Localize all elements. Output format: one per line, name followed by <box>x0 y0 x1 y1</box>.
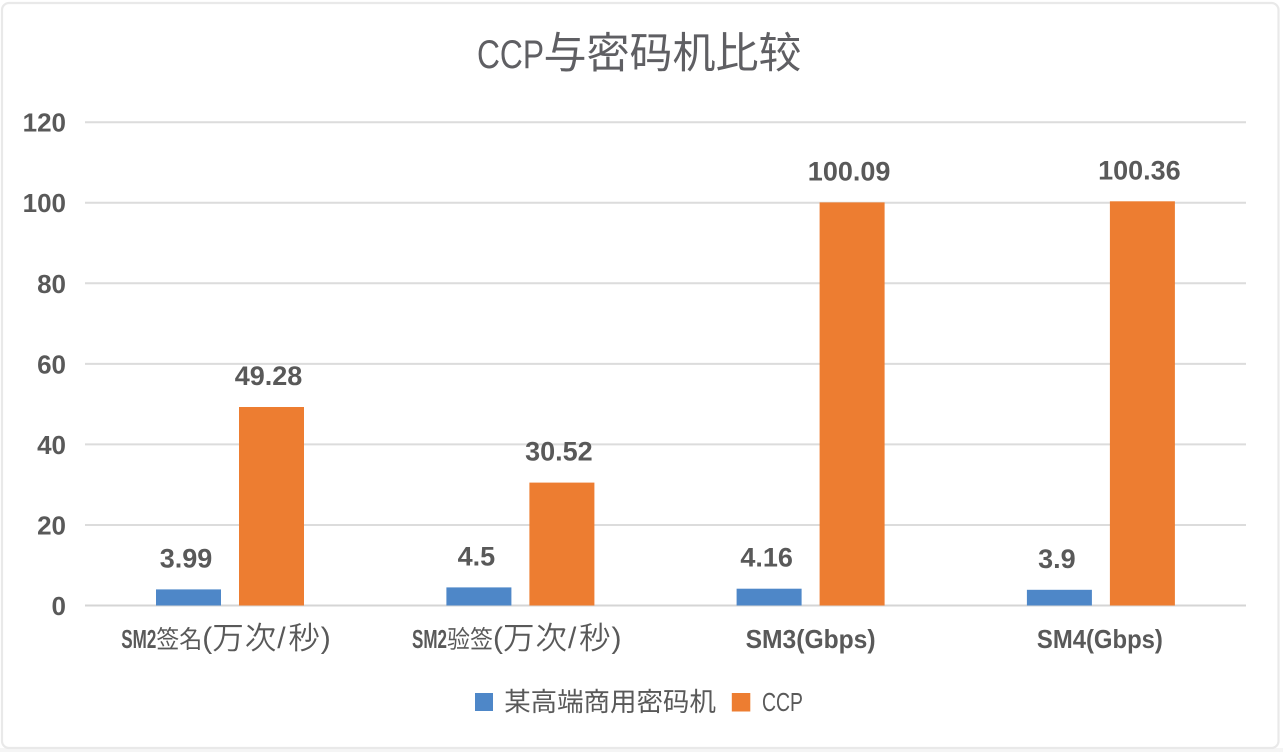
svg-text:49.28: 49.28 <box>235 361 303 391</box>
svg-text:(: ( <box>493 622 503 655</box>
svg-text:80: 80 <box>37 269 66 299</box>
svg-text:CCP: CCP <box>762 687 803 717</box>
svg-text:(: ( <box>202 622 212 655</box>
svg-text:4.5: 4.5 <box>458 541 496 571</box>
svg-text:60: 60 <box>37 349 66 379</box>
svg-text:SM4(Gbps): SM4(Gbps) <box>1037 624 1163 654</box>
svg-text:30.52: 30.52 <box>525 437 593 467</box>
svg-text:): ) <box>321 622 331 655</box>
svg-text:SM2: SM2 <box>121 624 156 654</box>
svg-text:100.36: 100.36 <box>1098 155 1181 185</box>
svg-text:4.16: 4.16 <box>740 543 793 573</box>
svg-text:3.9: 3.9 <box>1038 544 1076 574</box>
svg-text:120: 120 <box>23 108 66 138</box>
svg-text:/: / <box>277 622 286 655</box>
svg-text:3.99: 3.99 <box>160 543 213 573</box>
svg-text:0: 0 <box>52 591 66 621</box>
svg-text:): ) <box>612 622 622 655</box>
svg-text:CCP: CCP <box>477 33 544 77</box>
svg-text:100.09: 100.09 <box>808 156 891 186</box>
svg-text:40: 40 <box>37 430 66 460</box>
svg-text:100: 100 <box>23 188 66 218</box>
svg-text:SM3(Gbps): SM3(Gbps) <box>746 624 876 654</box>
svg-text:SM2: SM2 <box>412 624 447 654</box>
svg-text:20: 20 <box>37 511 66 541</box>
svg-text:/: / <box>568 622 577 655</box>
